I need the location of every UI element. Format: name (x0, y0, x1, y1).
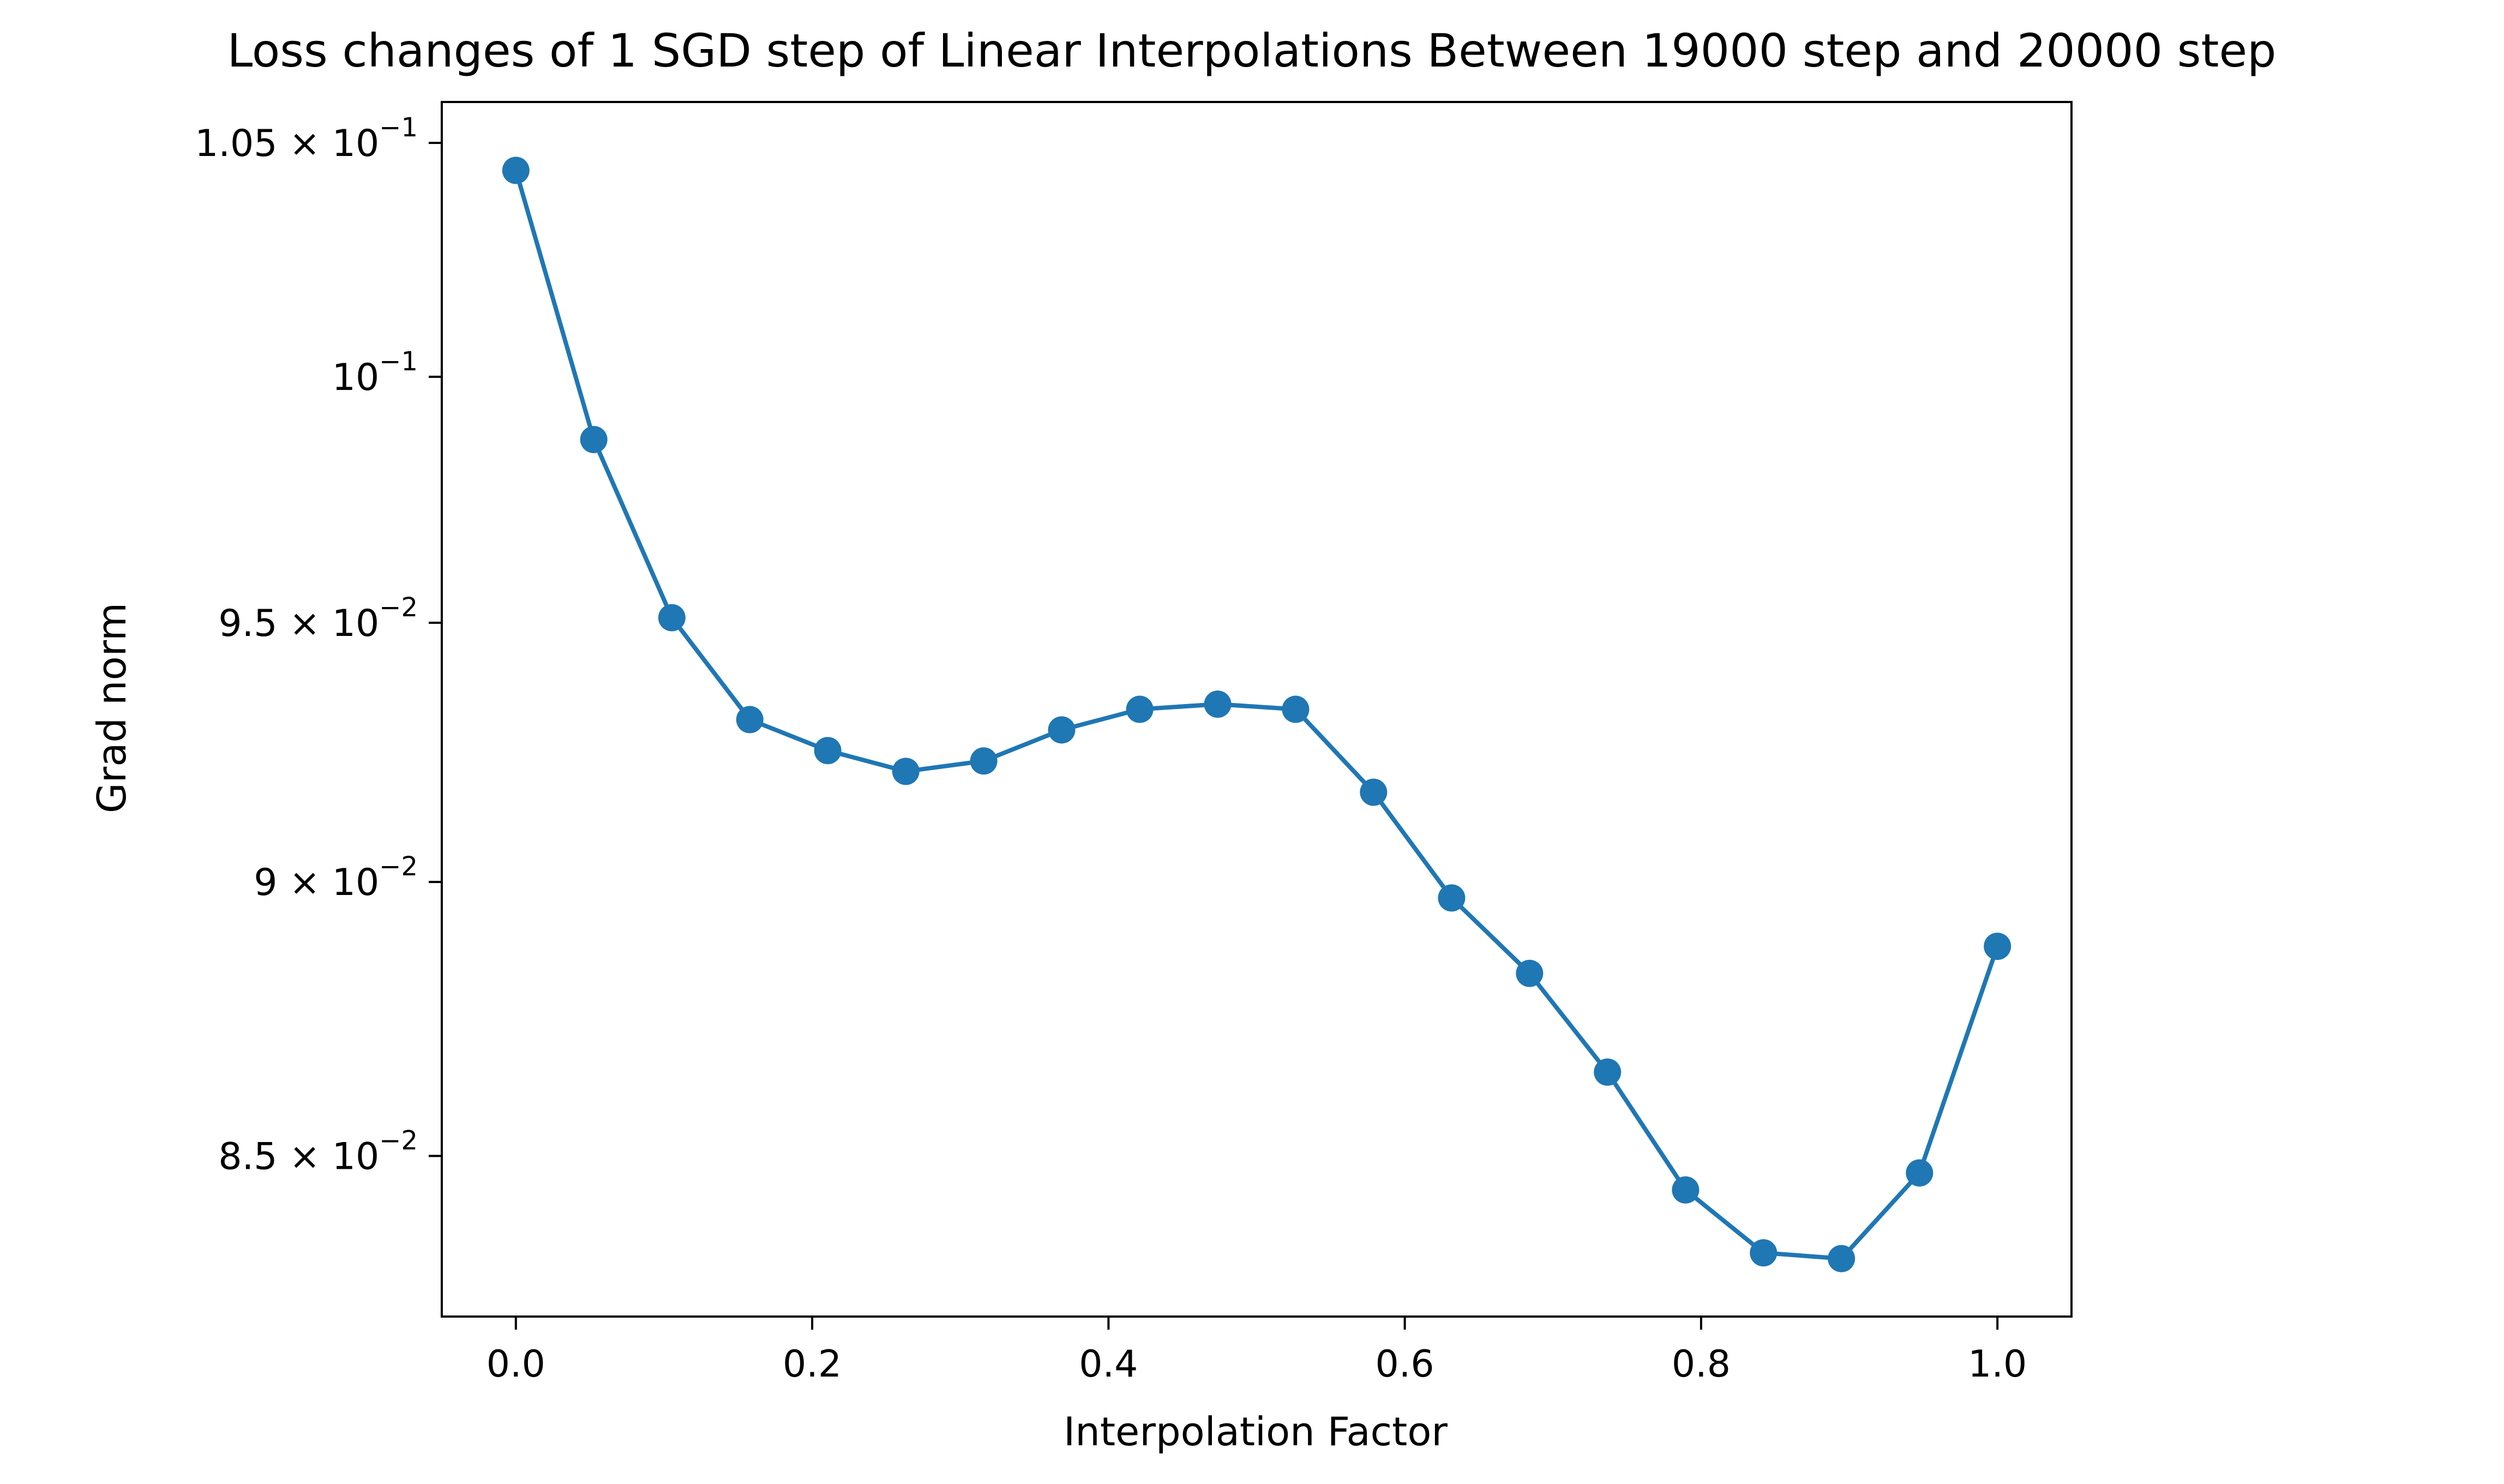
data-point (1516, 959, 1544, 987)
x-tick-label: 0.2 (783, 1343, 842, 1386)
data-point (970, 747, 998, 775)
data-point (736, 706, 764, 734)
y-tick-label: 8.5 × 10−2 (218, 1126, 418, 1179)
x-axis-label: Interpolation Factor (1064, 1409, 1448, 1455)
data-point (502, 157, 530, 184)
plot-area: 0.0 0.2 0.4 0.6 0.8 1.0 1.05 × 10−1 10−1 9.5 × 1… (195, 101, 2073, 1386)
y-tick-label: 9 × 10−2 (254, 851, 418, 904)
data-point (1750, 1239, 1778, 1267)
y-tick-label: 9.5 × 10−2 (218, 592, 418, 645)
x-tick-label: 0.8 (1672, 1343, 1731, 1386)
x-tick-label: 1.0 (1968, 1343, 2027, 1386)
data-point (658, 604, 686, 632)
data-point (580, 425, 608, 453)
data-point (1906, 1159, 1933, 1187)
y-axis-label: Grad norm (89, 603, 135, 813)
data-point (1672, 1176, 1700, 1204)
data-point (814, 737, 842, 765)
data-point (1360, 778, 1388, 806)
data-point (892, 758, 920, 785)
y-tick-label: 1.05 × 10−1 (195, 112, 418, 165)
data-point (1594, 1058, 1622, 1086)
data-point (1282, 695, 1310, 723)
data-point (1438, 884, 1466, 912)
data-point (1204, 690, 1232, 718)
data-point (1828, 1245, 1856, 1272)
data-point (1126, 695, 1154, 723)
x-tick-label: 0.0 (487, 1343, 545, 1386)
data-point (1984, 933, 2011, 960)
chart-title: Loss changes of 1 SGD step of Linear Int… (227, 24, 2277, 77)
y-tick-label: 10−1 (332, 346, 418, 399)
plot-frame (441, 101, 2073, 1318)
series-line (513, 168, 2000, 1261)
x-tick-label: 0.6 (1376, 1343, 1434, 1386)
x-tick-label: 0.4 (1079, 1343, 1138, 1386)
data-point (1048, 716, 1076, 744)
